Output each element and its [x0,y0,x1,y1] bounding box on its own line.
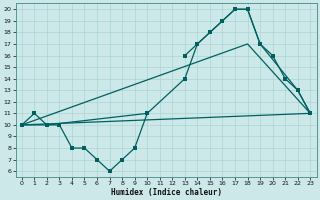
X-axis label: Humidex (Indice chaleur): Humidex (Indice chaleur) [110,188,221,197]
